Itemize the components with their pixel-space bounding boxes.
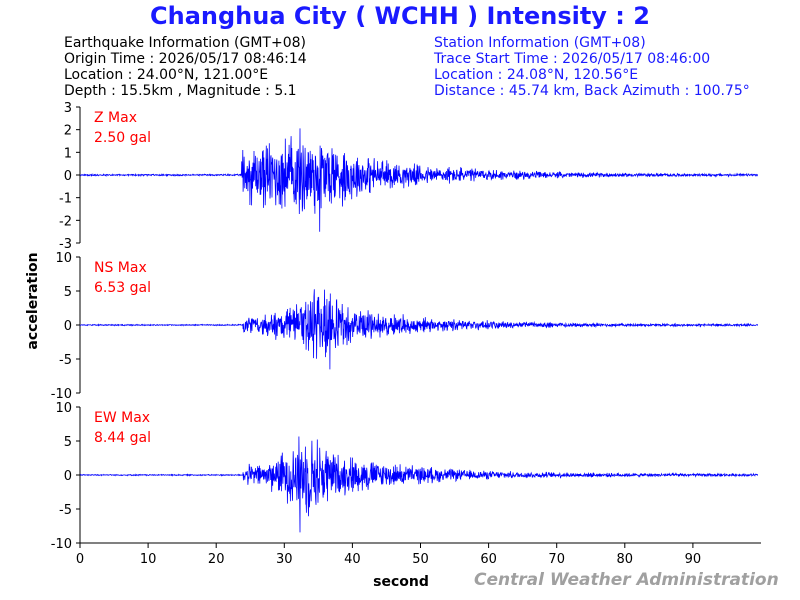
y-tick-label: 0 <box>64 469 72 484</box>
x-tick-label: 40 <box>344 552 361 567</box>
y-tick-label: -5 <box>59 503 72 518</box>
x-tick-label: 70 <box>548 552 565 567</box>
max-value-label: 8.44 gal <box>94 430 151 446</box>
station-distance: Distance : 45.74 km, Back Azimuth : 100.… <box>434 83 750 99</box>
max-value-label: 2.50 gal <box>94 130 151 146</box>
y-tick-label: 2 <box>64 124 72 139</box>
panel-3: -10 -5 0 5 10 EW Max 8.44 gal <box>51 401 758 552</box>
origin-time: Origin Time : 2026/05/17 08:46:14 <box>64 51 307 67</box>
earthquake-info: Earthquake Information (GMT+08) Origin T… <box>64 35 307 99</box>
credit-text: Central Weather Administration <box>474 570 779 590</box>
y-tick-label: -5 <box>59 353 72 368</box>
x-tick-label: 20 <box>208 552 225 567</box>
y-tick-label: 1 <box>64 146 72 161</box>
station-info: Station Information (GMT+08) Trace Start… <box>434 35 750 99</box>
y-tick-label: -10 <box>51 387 72 402</box>
y-tick-label: -1 <box>59 192 72 207</box>
epicenter-location: Location : 24.00°N, 121.00°E <box>64 67 269 83</box>
y-tick-label: 3 <box>64 101 72 116</box>
waveform-trace <box>80 436 758 533</box>
depth-magnitude: Depth : 15.5km , Magnitude : 5.1 <box>64 83 297 99</box>
y-tick-label: -3 <box>59 237 72 252</box>
waveform-trace <box>79 289 758 370</box>
x-tick-label: 0 <box>76 552 84 567</box>
x-tick-label: 80 <box>617 552 634 567</box>
y-tick-label: -2 <box>59 214 72 229</box>
panel-2: -10 -5 0 5 10 NS Max 6.53 gal <box>51 251 758 402</box>
trace-start-time: Trace Start Time : 2026/05/17 08:46:00 <box>434 51 711 67</box>
y-axis-label: acceleration <box>25 252 41 349</box>
page-title: Changhua City ( WCHH ) Intensity : 2 <box>150 2 650 30</box>
station-info-header: Station Information (GMT+08) <box>434 35 646 51</box>
x-tick-label: 30 <box>276 552 293 567</box>
component-label: NS Max <box>94 260 147 276</box>
component-label: Z Max <box>94 110 137 126</box>
panel-1: -3 -2 -1 0 1 2 3 Z Max 2.50 gal <box>59 101 758 252</box>
y-tick-label: 5 <box>64 435 72 450</box>
y-tick-label: 0 <box>64 319 72 334</box>
max-value-label: 6.53 gal <box>94 280 151 296</box>
waveform-trace <box>80 128 758 232</box>
x-tick-label: 90 <box>685 552 702 567</box>
y-tick-label: -10 <box>51 537 72 552</box>
y-tick-label: 10 <box>55 401 72 416</box>
component-label: EW Max <box>94 410 150 426</box>
x-tick-label: 10 <box>140 552 157 567</box>
y-tick-label: 10 <box>55 251 72 266</box>
station-location: Location : 24.08°N, 120.56°E <box>434 67 639 83</box>
x-axis-label: second <box>373 574 429 590</box>
earthquake-info-header: Earthquake Information (GMT+08) <box>64 35 306 51</box>
x-tick-label: 60 <box>480 552 497 567</box>
x-tick-label: 50 <box>412 552 429 567</box>
x-axis: 0 10 20 30 40 50 60 70 80 90 <box>76 542 761 567</box>
y-tick-label: 5 <box>64 285 72 300</box>
y-tick-label: 0 <box>64 169 72 184</box>
